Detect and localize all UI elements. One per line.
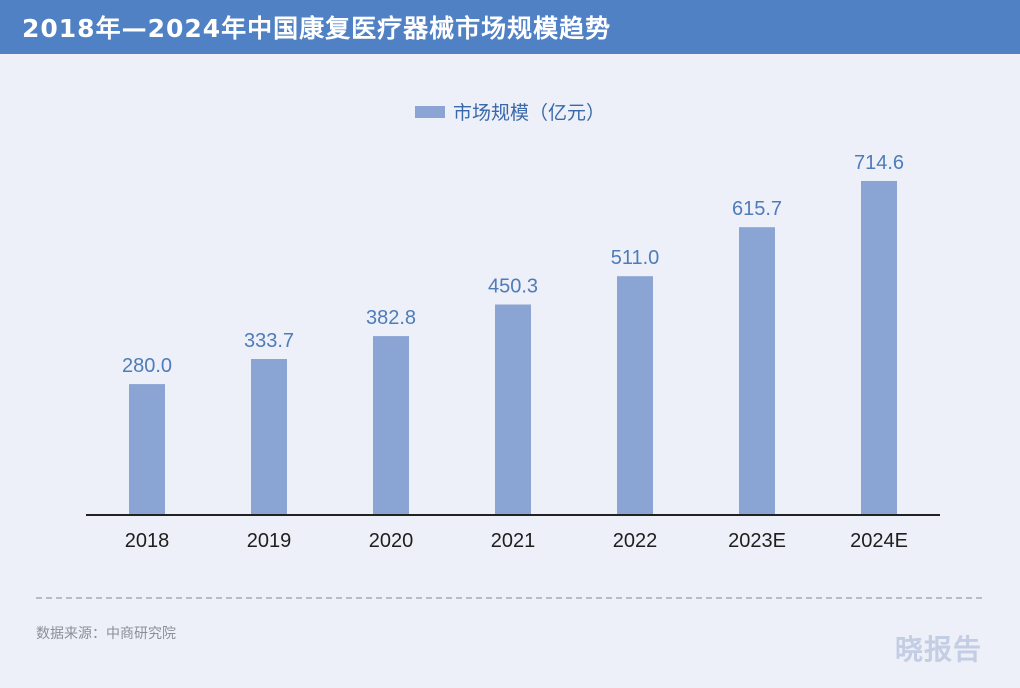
legend-label: 市场规模（亿元） [452,102,605,124]
x-tick-label-2023E: 2023E [728,530,786,552]
x-tick-label-2019: 2019 [247,530,292,552]
chart-title: 2018年—2024年中国康复医疗器械市场规模趋势 [22,14,612,43]
value-label-2023E: 615.7 [732,198,782,220]
x-tick-label-2021: 2021 [491,530,536,552]
bar-2022 [617,276,653,515]
value-label-2022: 511.0 [611,247,660,269]
value-label-2019: 333.7 [244,330,294,352]
x-tick-label-2024E: 2024E [850,530,908,552]
value-label-2018: 280.0 [122,355,172,377]
value-label-2020: 382.8 [366,307,416,329]
bar-2023E [739,227,775,515]
source-note: 数据来源：中商研究院 [36,626,176,642]
bar-2024E [861,181,897,515]
x-tick-label-2018: 2018 [125,530,170,552]
watermark-logo: 晓报告 [894,633,982,666]
title-bar: 2018年—2024年中国康复医疗器械市场规模趋势 [0,0,1020,54]
legend-swatch [414,105,445,118]
footer-divider [36,597,982,599]
bar-2021 [495,304,531,515]
bar-chart: 280.0 2018 333.7 2019 382.8 2020 450.3 2021 511.… [86,152,940,552]
bar-2020 [373,336,409,515]
value-label-2021: 450.3 [488,276,538,298]
bar-2018 [129,384,165,515]
legend: 市场规模（亿元） [0,98,1020,125]
value-label-2024E: 714.6 [854,152,904,174]
x-tick-label-2022: 2022 [613,530,658,552]
bar-2019 [251,359,287,515]
x-tick-label-2020: 2020 [369,530,414,552]
